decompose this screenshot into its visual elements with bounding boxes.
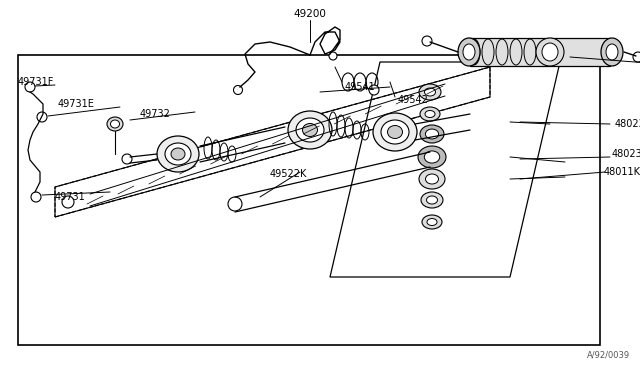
Circle shape (37, 112, 47, 122)
Ellipse shape (424, 88, 435, 96)
Ellipse shape (422, 215, 442, 229)
Ellipse shape (425, 110, 435, 118)
Ellipse shape (420, 107, 440, 121)
Circle shape (633, 52, 640, 62)
Ellipse shape (606, 44, 618, 60)
Bar (18, 55, 600, 345)
Ellipse shape (111, 120, 120, 128)
Ellipse shape (296, 118, 324, 142)
Ellipse shape (288, 111, 332, 149)
Ellipse shape (165, 143, 191, 165)
Bar (470, 38, 610, 66)
Ellipse shape (421, 192, 443, 208)
Ellipse shape (426, 196, 438, 204)
Text: 48023L: 48023L (615, 119, 640, 129)
Circle shape (31, 192, 41, 202)
Text: 49732: 49732 (140, 109, 171, 119)
Ellipse shape (424, 151, 440, 163)
Text: 49731E: 49731E (58, 99, 95, 109)
Circle shape (422, 36, 432, 46)
Ellipse shape (122, 154, 132, 164)
Text: A/92/0039: A/92/0039 (587, 351, 630, 360)
Text: 49731: 49731 (55, 192, 86, 202)
Ellipse shape (419, 84, 441, 100)
Ellipse shape (601, 38, 623, 66)
Ellipse shape (463, 44, 475, 60)
Ellipse shape (387, 125, 403, 138)
Ellipse shape (381, 120, 409, 144)
Circle shape (234, 86, 243, 94)
Text: 49541: 49541 (345, 82, 376, 92)
Ellipse shape (426, 174, 438, 184)
Text: 48011K: 48011K (604, 167, 640, 177)
Circle shape (369, 85, 379, 95)
Ellipse shape (458, 38, 480, 66)
Ellipse shape (427, 218, 437, 225)
Ellipse shape (542, 43, 558, 61)
Ellipse shape (536, 38, 564, 66)
Circle shape (25, 82, 35, 92)
Text: 49731F: 49731F (18, 77, 54, 87)
Text: 49522K: 49522K (270, 169, 307, 179)
Circle shape (62, 196, 74, 208)
Ellipse shape (157, 136, 199, 172)
Ellipse shape (228, 197, 242, 211)
Ellipse shape (373, 113, 417, 151)
Ellipse shape (419, 169, 445, 189)
Text: 48023K: 48023K (612, 149, 640, 159)
Ellipse shape (418, 146, 446, 168)
Ellipse shape (303, 124, 317, 137)
Ellipse shape (426, 129, 438, 139)
Ellipse shape (171, 148, 185, 160)
Text: 49200: 49200 (294, 9, 326, 19)
Circle shape (329, 52, 337, 60)
Text: 49542: 49542 (398, 95, 429, 105)
Ellipse shape (420, 125, 444, 143)
Ellipse shape (107, 117, 123, 131)
